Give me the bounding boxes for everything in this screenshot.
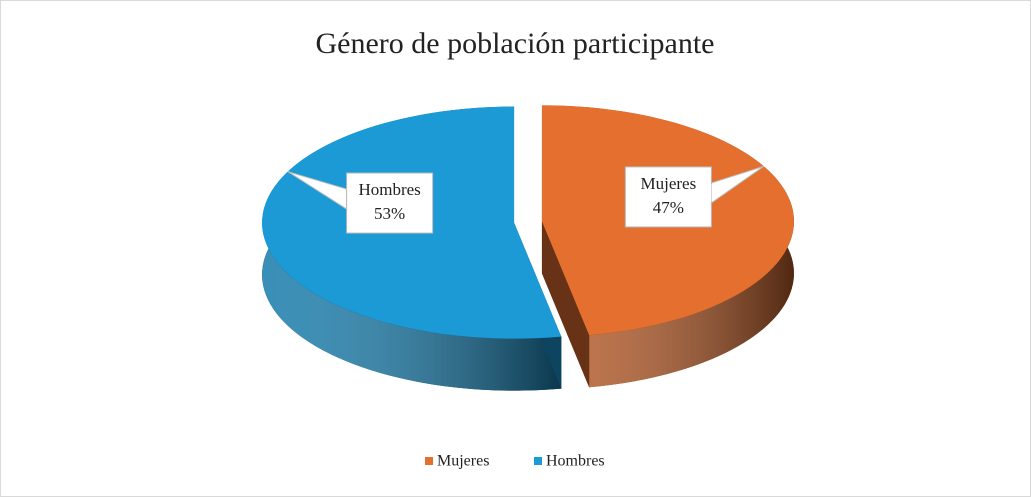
callout-box: [624, 166, 712, 228]
callout-box: [346, 172, 434, 234]
callout-fill: [709, 183, 712, 202]
data-label: 53%: [374, 204, 405, 223]
legend-swatch: [534, 457, 542, 465]
chart-title: Género de población participante: [316, 27, 715, 60]
data-label-name: Mujeres: [641, 174, 697, 193]
legend-label: Mujeres: [437, 453, 489, 470]
legend-swatch: [425, 457, 433, 465]
legend-label: Hombres: [546, 453, 605, 470]
slice-cut: [541, 221, 590, 388]
callout-fill: [347, 190, 350, 209]
data-label-name: Hombres: [358, 180, 420, 199]
slice: [262, 106, 562, 391]
data-label: 47%: [653, 198, 684, 217]
